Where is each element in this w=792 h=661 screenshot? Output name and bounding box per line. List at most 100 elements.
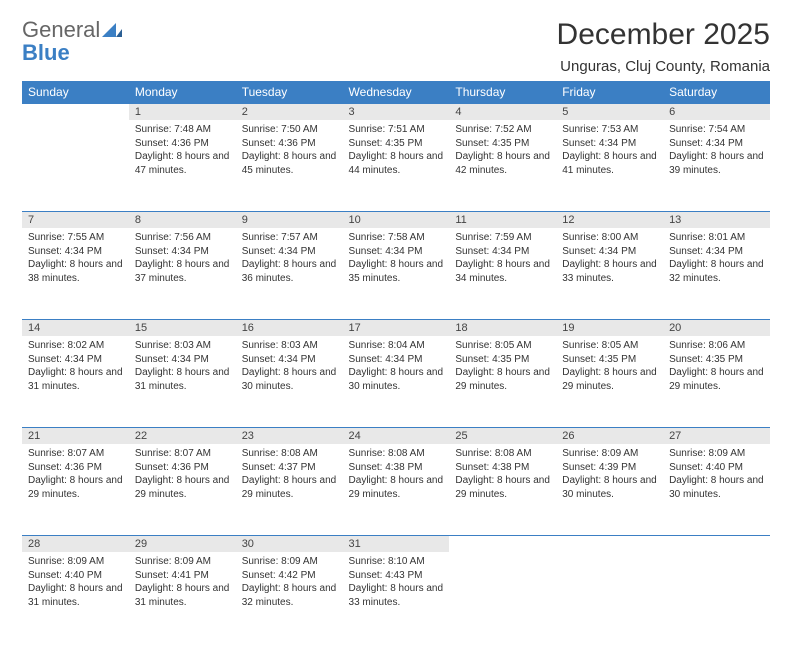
daynum-row: 28293031	[22, 536, 770, 553]
day-header: Friday	[556, 81, 663, 104]
sunrise-line: Sunrise: 8:00 AM	[562, 232, 638, 243]
day-number-cell	[449, 536, 556, 553]
daylight-line: Daylight: 8 hours and 30 minutes.	[349, 367, 444, 392]
sunset-line: Sunset: 4:34 PM	[28, 246, 102, 257]
daylight-line: Daylight: 8 hours and 29 minutes.	[669, 367, 764, 392]
day-content-cell: Sunrise: 7:57 AMSunset: 4:34 PMDaylight:…	[236, 228, 343, 320]
sunset-line: Sunset: 4:37 PM	[242, 462, 316, 473]
day-content-cell: Sunrise: 8:08 AMSunset: 4:37 PMDaylight:…	[236, 444, 343, 536]
sunrise-line: Sunrise: 7:51 AM	[349, 124, 425, 135]
sunrise-line: Sunrise: 8:04 AM	[349, 340, 425, 351]
title-block: December 2025 Unguras, Cluj County, Roma…	[557, 18, 770, 75]
day-content-cell: Sunrise: 7:48 AMSunset: 4:36 PMDaylight:…	[129, 120, 236, 212]
page-header: GeneralBlue December 2025 Unguras, Cluj …	[22, 18, 770, 75]
day-number-cell: 24	[343, 428, 450, 445]
daylight-line: Daylight: 8 hours and 29 minutes.	[562, 367, 657, 392]
day-header: Thursday	[449, 81, 556, 104]
sunrise-line: Sunrise: 8:02 AM	[28, 340, 104, 351]
calendar-page: GeneralBlue December 2025 Unguras, Cluj …	[0, 0, 792, 661]
daylight-line: Daylight: 8 hours and 36 minutes.	[242, 259, 337, 284]
sunset-line: Sunset: 4:36 PM	[135, 138, 209, 149]
day-number-cell: 6	[663, 104, 770, 121]
day-number-cell: 19	[556, 320, 663, 337]
sunset-line: Sunset: 4:35 PM	[562, 354, 636, 365]
day-content-cell: Sunrise: 7:52 AMSunset: 4:35 PMDaylight:…	[449, 120, 556, 212]
day-number-cell: 8	[129, 212, 236, 229]
day-number-cell: 16	[236, 320, 343, 337]
day-content-cell: Sunrise: 8:02 AMSunset: 4:34 PMDaylight:…	[22, 336, 129, 428]
sunrise-line: Sunrise: 7:58 AM	[349, 232, 425, 243]
day-content-cell	[556, 552, 663, 643]
sunrise-line: Sunrise: 7:59 AM	[455, 232, 531, 243]
day-content-cell	[449, 552, 556, 643]
day-number-cell: 12	[556, 212, 663, 229]
content-row: Sunrise: 8:07 AM Sunset: 4:36 PM Daylight:…	[22, 444, 770, 536]
daylight-line: Daylight: 8 hours and 33 minutes.	[562, 259, 657, 284]
daylight-line: Daylight: 8 hours and 34 minutes.	[455, 259, 550, 284]
day-content-cell: Sunrise: 8:03 AMSunset: 4:34 PMDaylight:…	[236, 336, 343, 428]
sunrise-line: Sunrise: 7:55 AM	[28, 232, 104, 243]
day-header: Monday	[129, 81, 236, 104]
day-header: Wednesday	[343, 81, 450, 104]
daylight-line: Daylight: 8 hours and 37 minutes.	[135, 259, 230, 284]
day-content-cell: Sunrise: 7:58 AMSunset: 4:34 PMDaylight:…	[343, 228, 450, 320]
location-text: Unguras, Cluj County, Romania	[557, 58, 770, 75]
sunrise-line: Sunrise: 8:05 AM	[562, 340, 638, 351]
sunrise-line: Sunrise: 8:09 AM	[562, 448, 638, 459]
sunrise-line: Sunrise: 8:05 AM	[455, 340, 531, 351]
day-number-cell: 18	[449, 320, 556, 337]
day-header: Tuesday	[236, 81, 343, 104]
daylight-line: Daylight: 8 hours and 38 minutes.	[28, 259, 123, 284]
day-number-cell: 29	[129, 536, 236, 553]
sunrise-line: Sunrise: 8:08 AM	[349, 448, 425, 459]
daynum-row: 78910111213	[22, 212, 770, 229]
day-content-cell: Sunrise: 8:01 AMSunset: 4:34 PMDaylight:…	[663, 228, 770, 320]
sunrise-line: Sunrise: 8:09 AM	[242, 556, 318, 567]
day-number-cell	[663, 536, 770, 553]
day-content-cell: Sunrise: 8:05 AMSunset: 4:35 PMDaylight:…	[449, 336, 556, 428]
sunset-line: Sunset: 4:36 PM	[135, 462, 209, 473]
day-content-cell: Sunrise: 7:51 AMSunset: 4:35 PMDaylight:…	[343, 120, 450, 212]
daylight-line: Daylight: 8 hours and 29 minutes.	[349, 475, 444, 500]
sunset-line: Sunset: 4:43 PM	[349, 570, 423, 581]
sunrise-line: Sunrise: 8:07 AM	[135, 448, 211, 459]
day-content-cell: Sunrise: 8:07 AMSunset: 4:36 PMDaylight:…	[22, 444, 129, 536]
day-header-row: SundayMondayTuesdayWednesdayThursdayFrid…	[22, 81, 770, 104]
day-number-cell: 20	[663, 320, 770, 337]
day-number-cell: 1	[129, 104, 236, 121]
day-number-cell: 21	[22, 428, 129, 445]
sunset-line: Sunset: 4:34 PM	[135, 354, 209, 365]
day-number-cell: 15	[129, 320, 236, 337]
day-header: Saturday	[663, 81, 770, 104]
day-number-cell: 10	[343, 212, 450, 229]
logo-mark-icon	[102, 18, 122, 32]
day-content-cell: Sunrise: 7:54 AMSunset: 4:34 PMDaylight:…	[663, 120, 770, 212]
sunset-line: Sunset: 4:41 PM	[135, 570, 209, 581]
sunset-line: Sunset: 4:36 PM	[28, 462, 102, 473]
daylight-line: Daylight: 8 hours and 31 minutes.	[135, 583, 230, 608]
sunset-line: Sunset: 4:36 PM	[242, 138, 316, 149]
sunrise-line: Sunrise: 7:52 AM	[455, 124, 531, 135]
day-number-cell: 28	[22, 536, 129, 553]
daylight-line: Daylight: 8 hours and 29 minutes.	[135, 475, 230, 500]
daylight-line: Daylight: 8 hours and 32 minutes.	[669, 259, 764, 284]
sunrise-line: Sunrise: 7:48 AM	[135, 124, 211, 135]
day-number-cell: 17	[343, 320, 450, 337]
day-content-cell: Sunrise: 8:07 AM Sunset: 4:36 PM Daylight:…	[129, 444, 236, 536]
daynum-row: 14151617181920	[22, 320, 770, 337]
sunrise-line: Sunrise: 7:50 AM	[242, 124, 318, 135]
sunrise-line: Sunrise: 8:06 AM	[669, 340, 745, 351]
sunset-line: Sunset: 4:38 PM	[349, 462, 423, 473]
daylight-line: Daylight: 8 hours and 31 minutes.	[135, 367, 230, 392]
day-number-cell: 23	[236, 428, 343, 445]
content-row: Sunrise: 8:09 AMSunset: 4:40 PMDaylight:…	[22, 552, 770, 643]
sunrise-line: Sunrise: 8:01 AM	[669, 232, 745, 243]
day-number-cell: 13	[663, 212, 770, 229]
sunset-line: Sunset: 4:35 PM	[455, 354, 529, 365]
sunrise-line: Sunrise: 7:56 AM	[135, 232, 211, 243]
sunrise-line: Sunrise: 8:09 AM	[669, 448, 745, 459]
day-content-cell: Sunrise: 8:09 AMSunset: 4:40 PMDaylight:…	[663, 444, 770, 536]
sunset-line: Sunset: 4:35 PM	[455, 138, 529, 149]
sunset-line: Sunset: 4:34 PM	[349, 246, 423, 257]
sunset-line: Sunset: 4:34 PM	[242, 354, 316, 365]
